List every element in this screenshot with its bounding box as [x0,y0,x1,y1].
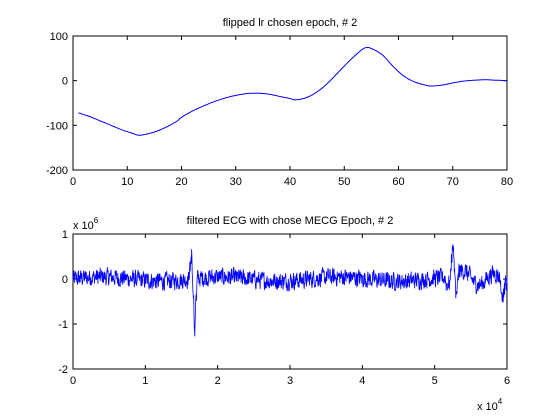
x-tick-label: 80 [501,176,513,188]
x-tick-label: 50 [338,176,350,188]
x-tick-label: 4 [359,375,365,387]
bottom-y-multiplier: x 106 [73,216,99,232]
y-tick-label: -100 [46,120,68,132]
bottom-plot-frame [72,233,508,370]
x-tick-label: 20 [175,176,187,188]
bottom-y-multiplier-base: x 10 [73,220,94,232]
x-tick-label: 6 [504,375,510,387]
bottom-axes: filtered ECG with chose MECG Epoch, # 2 … [58,215,510,413]
x-tick-label: 0 [70,375,76,387]
x-tick-label: 3 [287,375,293,387]
x-tick-label: 60 [392,176,404,188]
x-tick-label: 5 [432,375,438,387]
top-x-ticks: 0 10 20 30 40 50 60 70 80 [70,36,513,188]
y-tick-label: -200 [46,165,68,177]
y-tick-label: 0 [62,76,68,88]
y-tick-label: 0 [62,274,68,286]
bottom-chart-title: filtered ECG with chose MECG Epoch, # 2 [187,215,394,227]
bottom-y-multiplier-exp: 6 [94,216,99,225]
x-tick-label: 10 [121,176,133,188]
bottom-y-ticks: -2 -1 0 1 [58,229,507,376]
x-tick-label: 2 [215,375,221,387]
x-tick-label: 40 [284,176,296,188]
x-tick-label: 30 [230,176,242,188]
y-tick-label: -2 [58,364,68,376]
bottom-x-multiplier: x 104 [477,397,503,413]
top-y-ticks: -200 -100 0 100 [46,31,507,177]
y-tick-label: 100 [50,31,68,43]
top-chart-title: flipped lr chosen epoch, # 2 [223,17,358,29]
y-tick-label: 1 [62,229,68,241]
bottom-x-ticks: 0 1 2 3 4 5 6 [70,234,510,387]
top-axes: flipped lr chosen epoch, # 2 0 10 20 30 40 50… [46,17,513,188]
y-tick-label: -1 [58,319,68,331]
bottom-series-line [72,244,508,337]
top-series-line [78,46,508,136]
x-tick-label: 0 [70,176,76,188]
x-tick-label: 70 [447,176,459,188]
x-tick-label: 1 [142,375,148,387]
top-plot-frame [72,35,508,171]
bottom-x-multiplier-exp: 4 [498,397,503,406]
bottom-x-multiplier-base: x 10 [477,401,498,413]
